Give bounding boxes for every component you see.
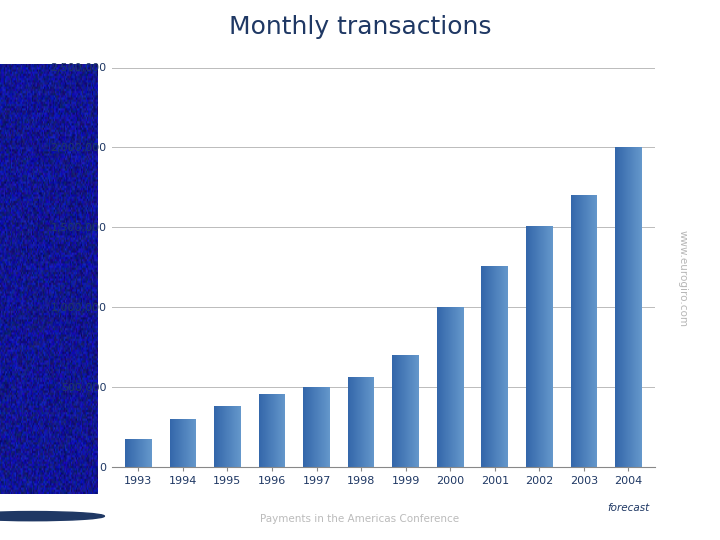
Text: 5: 5 (688, 509, 698, 523)
Text: Payments in the Americas Conference: Payments in the Americas Conference (261, 514, 459, 524)
Circle shape (0, 511, 119, 522)
Text: forecast: forecast (608, 503, 649, 513)
Text: www.eurogiro.com: www.eurogiro.com (678, 231, 687, 327)
Text: EUROGIRO: EUROGIRO (54, 510, 127, 523)
Circle shape (0, 511, 104, 521)
Text: Monthly transactions: Monthly transactions (229, 15, 491, 39)
